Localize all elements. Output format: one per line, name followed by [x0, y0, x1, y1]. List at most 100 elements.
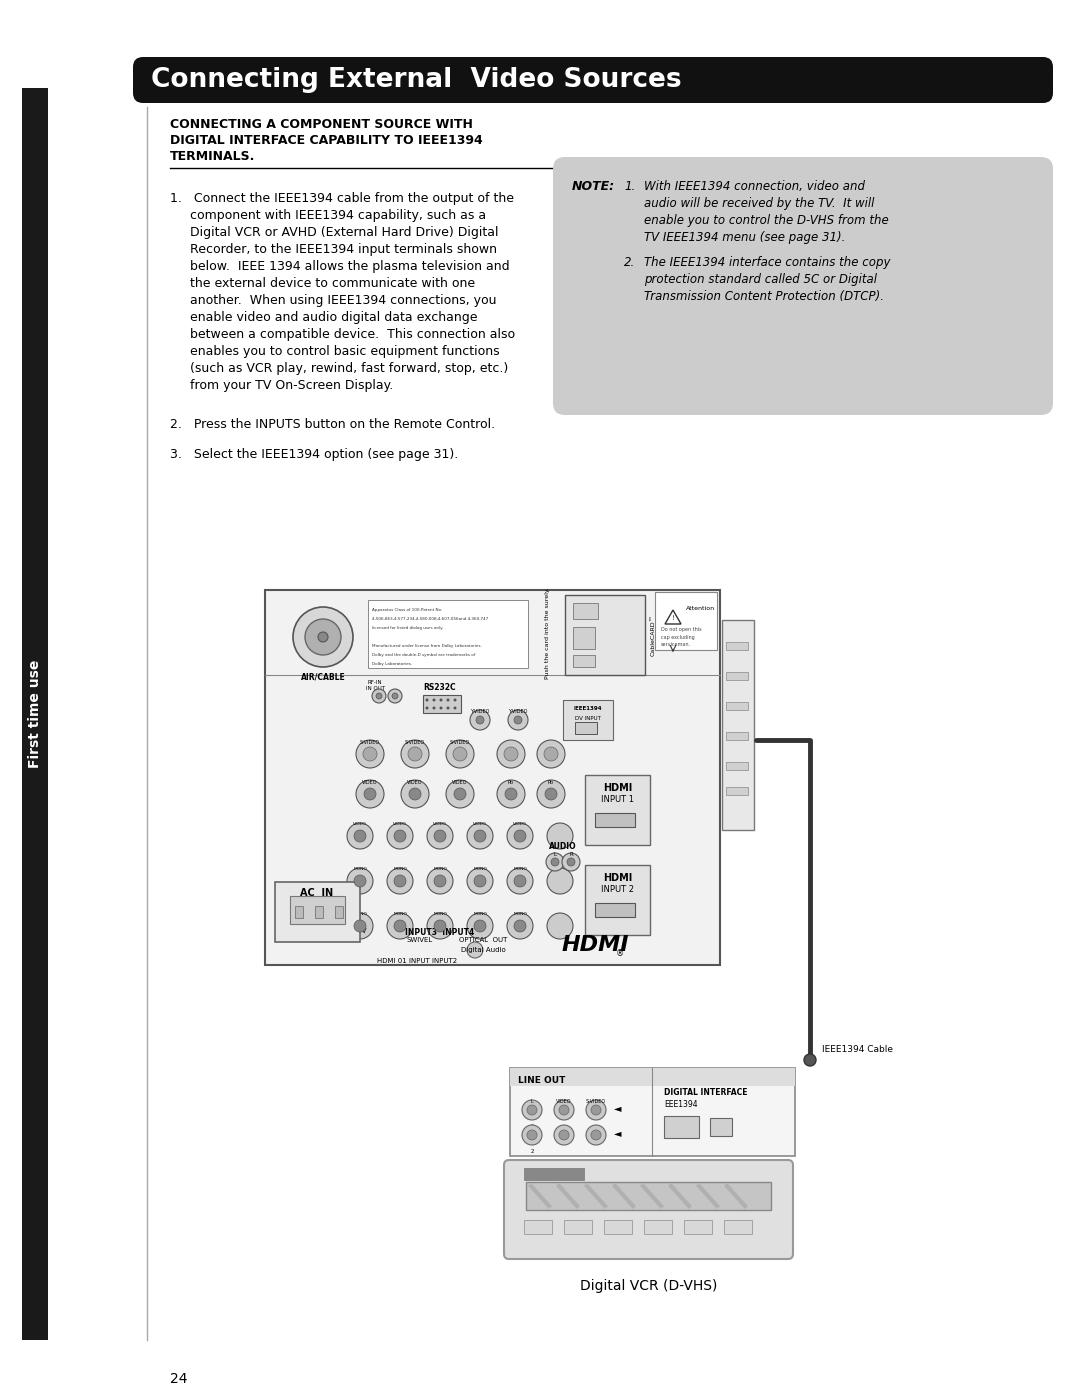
Circle shape — [394, 830, 406, 842]
Bar — [524, 1168, 584, 1180]
Circle shape — [562, 854, 580, 870]
Text: IN OUT: IN OUT — [365, 686, 384, 692]
Circle shape — [388, 689, 402, 703]
Text: MONO: MONO — [433, 912, 447, 916]
Text: S-VIDEO: S-VIDEO — [450, 740, 470, 745]
Text: TV IEEE1394 menu (see page 31).: TV IEEE1394 menu (see page 31). — [644, 231, 846, 244]
Text: 3.   Select the IEEE1394 option (see page 31).: 3. Select the IEEE1394 option (see page … — [170, 448, 458, 461]
Bar — [315, 907, 323, 918]
Circle shape — [434, 875, 446, 887]
Circle shape — [408, 747, 422, 761]
Text: VIDEO: VIDEO — [353, 821, 367, 826]
Text: S-VIDEO: S-VIDEO — [360, 740, 380, 745]
Circle shape — [567, 858, 575, 866]
Text: enable you to control the D-VHS from the: enable you to control the D-VHS from the — [644, 214, 889, 226]
Bar — [723, 620, 754, 830]
Text: the external device to communicate with one: the external device to communicate with … — [170, 277, 475, 291]
Bar — [726, 703, 748, 710]
Circle shape — [554, 1125, 573, 1146]
Text: OPTICAL  OUT: OPTICAL OUT — [459, 937, 508, 943]
Text: S-VIDEO: S-VIDEO — [586, 1099, 606, 1104]
Text: between a compatible device.  This connection also: between a compatible device. This connec… — [170, 328, 515, 341]
Circle shape — [347, 823, 373, 849]
Circle shape — [522, 1099, 542, 1120]
Text: 1: 1 — [530, 1125, 534, 1129]
Text: MONO: MONO — [393, 912, 407, 916]
Text: MONO: MONO — [353, 868, 367, 870]
Circle shape — [554, 1099, 573, 1120]
Bar — [575, 722, 597, 733]
Circle shape — [467, 823, 492, 849]
Circle shape — [446, 740, 474, 768]
Bar — [726, 732, 748, 740]
Circle shape — [467, 868, 492, 894]
Circle shape — [545, 788, 557, 800]
Text: VIDEO: VIDEO — [362, 780, 378, 785]
Text: ◄: ◄ — [615, 1127, 622, 1139]
Bar — [524, 1220, 552, 1234]
Text: First time use: First time use — [28, 659, 42, 768]
Bar — [22, 88, 48, 1340]
Bar — [265, 590, 720, 965]
Circle shape — [467, 942, 483, 958]
Circle shape — [446, 707, 449, 710]
Text: DIGITAL INTERFACE: DIGITAL INTERFACE — [664, 1088, 747, 1097]
Bar — [595, 902, 635, 916]
Text: licensed for listed dialog uses only.: licensed for listed dialog uses only. — [372, 626, 443, 630]
Bar — [644, 1220, 672, 1234]
Text: MONO: MONO — [513, 912, 527, 916]
Text: Connecting External  Video Sources: Connecting External Video Sources — [151, 67, 681, 94]
Bar — [423, 694, 461, 712]
Circle shape — [522, 1125, 542, 1146]
Text: VIDEO: VIDEO — [433, 821, 447, 826]
Circle shape — [537, 740, 565, 768]
Circle shape — [514, 921, 526, 932]
Text: 2.   Press the INPUTS button on the Remote Control.: 2. Press the INPUTS button on the Remote… — [170, 418, 495, 432]
Circle shape — [507, 823, 534, 849]
Circle shape — [440, 707, 443, 710]
Circle shape — [505, 788, 517, 800]
Text: below.  IEEE 1394 allows the plasma television and: below. IEEE 1394 allows the plasma telev… — [170, 260, 510, 272]
Text: 1.: 1. — [624, 180, 635, 193]
Text: cap excluding: cap excluding — [661, 636, 694, 640]
Circle shape — [508, 710, 528, 731]
Text: Pb: Pb — [548, 780, 554, 785]
Bar — [585, 775, 650, 845]
Bar — [726, 643, 748, 650]
Circle shape — [364, 788, 376, 800]
Circle shape — [474, 875, 486, 887]
Text: Digital Audio: Digital Audio — [461, 947, 505, 953]
Circle shape — [432, 707, 435, 710]
Text: Recorder, to the IEEE1394 input terminals shown: Recorder, to the IEEE1394 input terminal… — [170, 243, 497, 256]
Bar — [368, 599, 528, 668]
Circle shape — [446, 780, 474, 807]
Bar — [726, 672, 748, 680]
Text: AUDIO: AUDIO — [550, 842, 577, 851]
Text: Push the card into the surely.: Push the card into the surely. — [545, 587, 551, 679]
Text: With IEEE1394 connection, video and: With IEEE1394 connection, video and — [644, 180, 865, 193]
Circle shape — [546, 854, 564, 870]
Text: !: ! — [672, 615, 674, 622]
Circle shape — [474, 830, 486, 842]
Circle shape — [354, 921, 366, 932]
Circle shape — [426, 707, 429, 710]
Bar — [684, 1220, 712, 1234]
Bar — [563, 700, 613, 740]
Text: VIDEO: VIDEO — [407, 780, 422, 785]
Text: MONO: MONO — [513, 868, 527, 870]
Text: Attention: Attention — [686, 606, 715, 610]
Text: TERMINALS.: TERMINALS. — [170, 149, 255, 163]
Circle shape — [387, 914, 413, 939]
Circle shape — [514, 717, 522, 724]
Circle shape — [432, 698, 435, 701]
Text: HDTV: HDTV — [348, 928, 367, 935]
Circle shape — [507, 868, 534, 894]
Bar — [335, 907, 343, 918]
Circle shape — [497, 780, 525, 807]
Circle shape — [356, 780, 384, 807]
Circle shape — [527, 1105, 537, 1115]
Text: RF-IN: RF-IN — [367, 680, 382, 685]
Circle shape — [401, 740, 429, 768]
Circle shape — [586, 1099, 606, 1120]
Circle shape — [387, 868, 413, 894]
